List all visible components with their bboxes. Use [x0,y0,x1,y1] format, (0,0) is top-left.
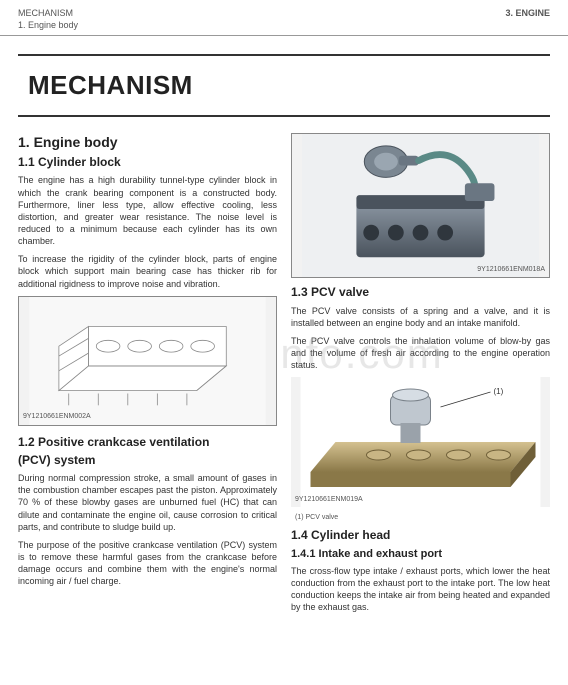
figure-3-id: 9Y1210661ENM019A [295,495,363,504]
para-2: To increase the rigidity of the cylinder… [18,253,277,289]
header-right: 3. ENGINE [505,8,550,31]
para-6: The PCV valve controls the inhalation vo… [291,335,550,371]
para-4: The purpose of the positive crankcase ve… [18,539,277,588]
para-3: During normal compression stroke, a smal… [18,472,277,533]
section-1-4-heading: 1.4 Cylinder head [291,527,550,543]
section-1-2-heading-line2: (PCV) system [18,452,277,468]
content: 1. Engine body 1.1 Cylinder block The en… [0,127,568,631]
figure-cylinder-head: (1) 9Y1210661ENM019A [291,377,550,507]
callout-1-label: (1) [494,387,504,396]
page-header: MECHANISM 1. Engine body 3. ENGINE [0,0,568,36]
figure-engine-pcv: 9Y1210661ENM018A [291,133,550,278]
title-block: MECHANISM [18,54,550,117]
cylinder-block-illustration [19,297,276,425]
left-column: 1. Engine body 1.1 Cylinder block The en… [18,127,277,619]
section-1-3-heading: 1.3 PCV valve [291,284,550,300]
right-column: 9Y1210661ENM018A 1.3 PCV valve The PCV v… [291,127,550,619]
figure-1-id: 9Y1210661ENM002A [23,412,91,421]
header-left-line1: MECHANISM [18,8,78,20]
header-left-line2: 1. Engine body [18,20,78,32]
figure-3-caption: (1) PCV valve [295,513,550,522]
cylinder-head-illustration: (1) [291,377,550,507]
para-7: The cross-flow type intake / exhaust por… [291,565,550,614]
figure-2-id: 9Y1210661ENM018A [477,265,545,274]
section-1-4-1-heading: 1.4.1 Intake and exhaust port [291,547,550,562]
section-1-2-heading-line1: 1.2 Positive crankcase ventilation [18,434,277,450]
figure-cylinder-block: 9Y1210661ENM002A [18,296,277,426]
header-left: MECHANISM 1. Engine body [18,8,78,31]
para-1: The engine has a high durability tunnel-… [18,174,277,247]
page-title: MECHANISM [28,70,540,101]
para-5: The PCV valve consists of a spring and a… [291,305,550,329]
section-1-1-heading: 1.1 Cylinder block [18,154,277,170]
section-1-heading: 1. Engine body [18,133,277,152]
engine-pcv-illustration [292,134,549,277]
